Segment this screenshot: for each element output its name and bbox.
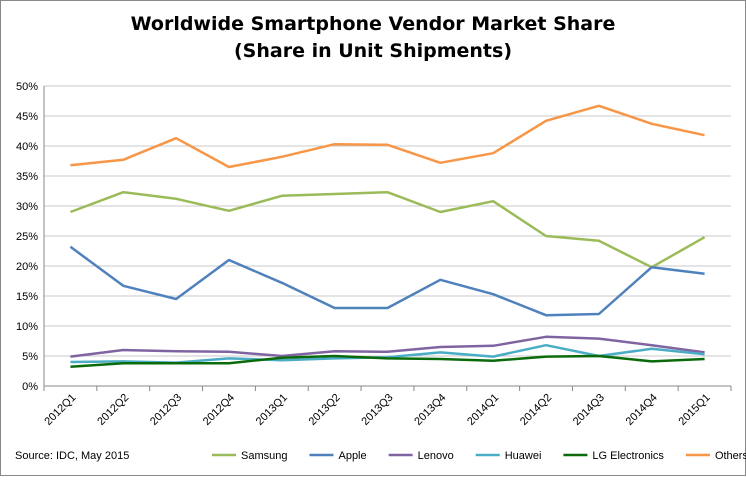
y-tick-label: 10% [16, 321, 38, 333]
y-tick-label: 5% [22, 351, 38, 363]
source-note: Source: IDC, May 2015 [15, 450, 129, 462]
y-tick-label: 45% [16, 111, 38, 123]
series-line [70, 104, 705, 169]
chart-title: Worldwide Smartphone Vendor Market Share [131, 13, 616, 35]
series-line [70, 354, 705, 369]
y-tick-label: 15% [16, 291, 38, 303]
y-tick-label: 50% [16, 81, 38, 93]
y-tick-label: 40% [16, 141, 38, 153]
legend-label: Lenovo [418, 450, 454, 462]
chart-subtitle: (Share in Unit Shipments) [234, 40, 512, 62]
y-tick-label: 25% [16, 231, 38, 243]
legend-label: Samsung [241, 450, 287, 462]
series-line [70, 335, 705, 358]
legend-label: Huawei [505, 450, 542, 462]
y-tick-label: 35% [16, 171, 38, 183]
legend-label: Others [715, 450, 746, 462]
legend-label: Apple [338, 450, 366, 462]
y-tick-label: 0% [22, 381, 38, 393]
y-tick-label: 30% [16, 201, 38, 213]
legend-label: LG Electronics [592, 450, 664, 462]
y-tick-label: 20% [16, 261, 38, 273]
series-line [69, 190, 706, 269]
series-line [69, 245, 705, 317]
